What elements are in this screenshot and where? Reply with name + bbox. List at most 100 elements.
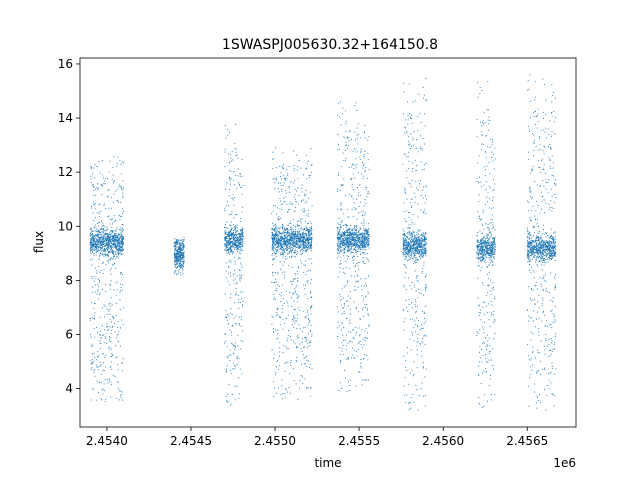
data-point	[93, 249, 96, 251]
data-point	[98, 355, 100, 357]
data-point	[351, 166, 353, 168]
data-point	[180, 260, 182, 262]
data-point	[292, 225, 294, 227]
data-point	[116, 248, 118, 250]
data-point	[342, 334, 344, 336]
data-point	[121, 391, 124, 393]
data-point	[347, 248, 349, 250]
data-point	[352, 198, 354, 200]
data-point	[292, 230, 294, 232]
data-point	[310, 308, 312, 310]
data-point	[278, 237, 280, 239]
data-point	[280, 252, 282, 254]
data-point	[109, 337, 111, 339]
data-point	[273, 258, 275, 260]
data-point	[97, 290, 99, 292]
data-point	[281, 209, 283, 211]
data-point	[358, 192, 360, 194]
data-point	[173, 245, 175, 247]
data-point	[287, 244, 289, 246]
data-point	[339, 354, 341, 356]
scatter-points	[89, 74, 557, 411]
data-point	[100, 243, 102, 245]
data-point	[177, 261, 179, 263]
data-point	[343, 213, 345, 215]
data-point	[91, 276, 93, 278]
data-point	[305, 336, 307, 339]
data-point	[241, 229, 243, 231]
data-point	[121, 250, 123, 252]
data-point	[352, 228, 354, 230]
data-point	[360, 150, 362, 152]
data-point	[307, 222, 309, 225]
data-point	[339, 271, 341, 273]
data-point	[119, 249, 121, 251]
data-point	[345, 157, 347, 159]
data-point	[353, 247, 355, 250]
data-point	[363, 232, 365, 234]
data-point	[311, 164, 313, 166]
data-point	[107, 247, 109, 249]
data-point	[308, 174, 310, 176]
data-point	[104, 329, 106, 331]
data-point	[239, 278, 241, 280]
data-point	[271, 248, 273, 250]
data-point	[233, 230, 235, 232]
data-point	[97, 245, 99, 247]
data-point	[102, 388, 104, 390]
data-point	[364, 330, 366, 332]
data-point	[295, 228, 297, 230]
data-point	[348, 319, 350, 321]
data-point	[354, 285, 356, 287]
data-point	[425, 368, 427, 370]
data-point	[292, 280, 294, 282]
data-point	[121, 187, 123, 189]
data-point	[289, 220, 292, 222]
data-point	[95, 227, 97, 229]
data-point	[294, 251, 296, 253]
data-point	[229, 177, 231, 179]
data-point	[117, 255, 119, 257]
data-point	[237, 236, 239, 239]
data-point	[107, 228, 109, 230]
data-point	[281, 249, 283, 251]
data-point	[235, 242, 237, 244]
data-point	[367, 332, 369, 334]
data-point	[90, 175, 92, 177]
data-point	[107, 382, 109, 384]
data-point	[309, 235, 311, 237]
data-point	[178, 247, 180, 249]
data-point	[366, 257, 368, 259]
data-point	[105, 243, 107, 245]
data-point	[365, 230, 367, 232]
data-point	[297, 273, 299, 275]
data-point	[235, 292, 237, 294]
data-point	[353, 168, 355, 170]
data-point	[237, 294, 239, 297]
data-point	[339, 294, 341, 296]
data-point	[98, 381, 100, 383]
data-point	[224, 246, 226, 248]
data-point	[345, 130, 347, 132]
data-point	[107, 238, 109, 241]
data-point	[351, 243, 353, 245]
data-point	[289, 336, 292, 338]
data-point	[105, 366, 107, 368]
data-point	[354, 241, 356, 243]
data-point	[236, 233, 238, 235]
data-point	[93, 235, 95, 237]
data-point	[107, 378, 109, 381]
data-point	[231, 334, 233, 336]
data-point	[348, 340, 350, 342]
data-point	[91, 233, 93, 236]
data-point	[272, 210, 274, 212]
data-point	[234, 342, 236, 344]
data-point	[280, 393, 282, 395]
data-point	[282, 351, 284, 354]
data-point	[95, 251, 97, 254]
data-point	[301, 376, 303, 378]
data-point	[281, 188, 283, 191]
data-point	[177, 259, 180, 261]
data-point	[286, 302, 289, 304]
data-point	[226, 249, 228, 251]
